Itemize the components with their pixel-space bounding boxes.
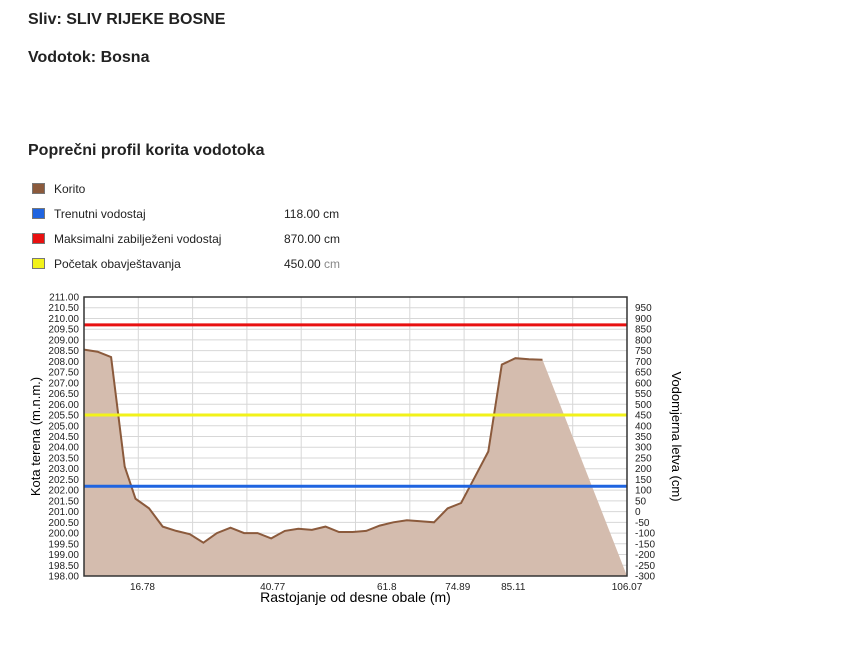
legend-item-current-level: Trenutni vodostaj 118.00 cm (32, 206, 392, 231)
y2-tick-label: 500 (635, 400, 652, 411)
y-tick-label: 210.50 (48, 303, 79, 314)
y-tick-label: 211.00 (49, 293, 79, 304)
y2-tick-label: 700 (635, 357, 652, 368)
legend-value-warning-level: 450.00 cm (284, 256, 340, 272)
y2-tick-label: 50 (635, 496, 647, 507)
y2-tick-label: -100 (635, 529, 655, 540)
y2-tick-label: -250 (635, 561, 655, 572)
legend-label-korito: Korito (54, 182, 86, 196)
y2-tick-label: 100 (635, 486, 652, 497)
y-tick-label: 208.00 (48, 357, 79, 368)
y2-tick-label: 450 (635, 411, 652, 422)
river-title: Vodotok: Bosna (28, 49, 150, 66)
y-tick-label: 206.50 (48, 389, 79, 400)
legend-label-warning-level: Početak obavještavanja (54, 257, 181, 271)
y2-tick-label: 350 (635, 432, 652, 443)
y-axis-label: Kota terena (m.n.m.) (28, 377, 43, 496)
legend-item-max-level: Maksimalni zabilježeni vodostaj 870.00 c… (32, 231, 392, 256)
x-tick-label: 16.78 (130, 582, 155, 593)
y-tick-label: 207.50 (48, 368, 79, 379)
y-tick-label: 201.00 (48, 507, 79, 518)
y-tick-label: 200.00 (48, 529, 79, 540)
y-tick-label: 202.50 (48, 475, 79, 486)
legend-swatch-korito (32, 183, 45, 194)
y2-tick-label: 900 (635, 314, 652, 325)
terrain-area (84, 349, 627, 576)
legend-swatch-max-level (32, 233, 45, 244)
y-tick-label: 200.50 (48, 518, 79, 529)
y-tick-label: 206.00 (48, 400, 79, 411)
y2-tick-label: 400 (635, 421, 652, 432)
y2-tick-label: -50 (635, 518, 650, 529)
legend-value-warning-unit: cm (324, 257, 341, 271)
legend-item-korito: Korito (32, 181, 392, 206)
legend-swatch-current-level (32, 208, 45, 219)
y2-tick-label: 800 (635, 335, 652, 346)
y-tick-label: 205.00 (48, 421, 79, 432)
y-tick-label: 201.50 (48, 496, 79, 507)
legend-swatch-warning-level (32, 258, 45, 269)
y-tick-label: 209.00 (48, 335, 79, 346)
legend-value-warning-number: 450.00 (284, 257, 321, 271)
legend-item-warning-level: Početak obavještavanja 450.00 cm (32, 256, 392, 281)
y-tick-label: 199.00 (48, 550, 79, 561)
y2-tick-label: -200 (635, 550, 655, 561)
y-tick-label: 205.50 (48, 411, 79, 422)
x-axis-ticks: 16.78 40.77 61.8 74.89 85.11 106.07 (130, 582, 643, 593)
section-title: Poprečni profil korita vodotoka (28, 142, 265, 159)
y-tick-label: 209.50 (48, 325, 79, 336)
y2-tick-label: 250 (635, 453, 652, 464)
x-axis-label: Rastojanje od desne obale (m) (260, 589, 451, 605)
y2-tick-label: 0 (635, 507, 641, 518)
y-tick-label: 208.50 (48, 346, 79, 357)
legend-label-max-level: Maksimalni zabilježeni vodostaj (54, 232, 222, 246)
y-tick-label: 210.00 (48, 314, 79, 325)
y2-tick-label: 850 (635, 325, 652, 336)
y-tick-label: 199.50 (48, 539, 79, 550)
legend-value-max-level: 870.00 cm (284, 232, 341, 246)
y2-tick-label: 950 (635, 303, 652, 314)
y2-tick-label: -150 (635, 539, 655, 550)
y2-tick-label: 750 (635, 346, 652, 357)
y2-tick-label: 600 (635, 378, 652, 389)
plot-frame (83, 296, 628, 577)
y2-tick-label: 650 (635, 368, 652, 379)
legend-label-current-level: Trenutni vodostaj (54, 207, 146, 221)
y2-tick-label: 300 (635, 443, 652, 454)
water-level-lines (84, 323, 627, 488)
x-tick-label: 74.89 (445, 582, 470, 593)
y2-axis-ticks: -300-250-200-150-100-5005010015020025030… (635, 303, 655, 582)
y-tick-label: 207.00 (48, 378, 79, 389)
x-tick-label: 106.07 (612, 582, 643, 593)
legend-value-current-level: 118.00 cm (284, 207, 340, 221)
x-tick-label: 85.11 (501, 582, 526, 593)
legend: Korito Trenutni vodostaj 118.00 cm Maksi… (32, 181, 392, 281)
y-tick-label: 198.00 (48, 572, 79, 583)
y2-tick-label: 550 (635, 389, 652, 400)
y2-tick-label: 150 (635, 475, 652, 486)
y-tick-label: 203.00 (48, 464, 79, 475)
x-tick-label: 40.77 (260, 582, 285, 593)
cross-section-chart: 198.00198.50199.00199.50200.00200.50201.… (28, 293, 684, 606)
terrain-line (83, 348, 543, 544)
y-axis-ticks: 198.00198.50199.00199.50200.00200.50201.… (48, 293, 79, 583)
y-tick-label: 203.50 (48, 453, 79, 464)
y2-axis-label: Vodomjerna letva (cm) (669, 371, 684, 501)
y2-tick-label: -300 (635, 572, 655, 583)
y2-tick-label: 200 (635, 464, 652, 475)
y-tick-label: 202.00 (48, 486, 79, 497)
y-tick-label: 204.50 (48, 432, 79, 443)
basin-title: Sliv: SLIV RIJEKE BOSNE (28, 11, 226, 28)
x-tick-label: 61.8 (377, 582, 397, 593)
y-tick-label: 204.00 (48, 443, 79, 454)
y-tick-label: 198.50 (48, 561, 79, 572)
